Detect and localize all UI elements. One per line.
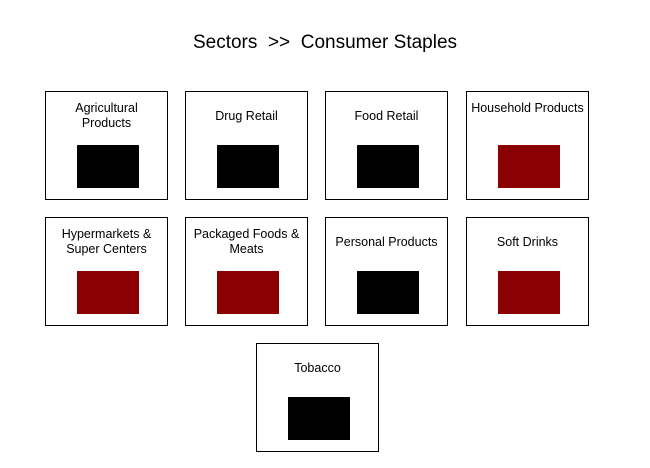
industry-card-label: Drug Retail bbox=[215, 109, 278, 123]
industry-card-hypermarkets-super-centers[interactable]: Hypermarkets & Super Centers bbox=[45, 217, 168, 326]
industry-card-packaged-foods-meats[interactable]: Packaged Foods & Meats bbox=[185, 217, 308, 326]
industry-status-swatch bbox=[288, 397, 350, 440]
industry-status-swatch bbox=[498, 271, 560, 314]
industry-card-household-products[interactable]: Household Products bbox=[466, 91, 589, 200]
industry-card-tobacco[interactable]: Tobacco bbox=[256, 343, 379, 452]
industry-card-label: Household Products bbox=[471, 101, 584, 115]
breadcrumb-current: Consumer Staples bbox=[300, 32, 458, 53]
industry-status-swatch bbox=[357, 145, 419, 188]
industry-status-swatch bbox=[217, 145, 279, 188]
industry-status-swatch bbox=[217, 271, 279, 314]
industry-status-swatch bbox=[498, 145, 560, 188]
industry-card-label: Hypermarkets & Super Centers bbox=[61, 227, 152, 256]
industry-status-swatch bbox=[357, 271, 419, 314]
industry-status-swatch bbox=[77, 271, 139, 314]
breadcrumb-separator: >> bbox=[267, 32, 291, 53]
industry-card-label: Packaged Foods & Meats bbox=[193, 227, 300, 256]
industry-card-soft-drinks[interactable]: Soft Drinks bbox=[466, 217, 589, 326]
industry-card-personal-products[interactable]: Personal Products bbox=[325, 217, 448, 326]
industry-card-label: Food Retail bbox=[354, 109, 419, 123]
industry-card-food-retail[interactable]: Food Retail bbox=[325, 91, 448, 200]
industry-card-label: Agricultural Products bbox=[75, 101, 138, 130]
industry-card-label: Soft Drinks bbox=[496, 235, 559, 249]
industry-card-label: Personal Products bbox=[335, 235, 438, 249]
industry-card-label: Tobacco bbox=[294, 361, 341, 375]
industry-status-swatch bbox=[77, 145, 139, 188]
breadcrumb: Sectors >> Consumer Staples bbox=[0, 31, 650, 55]
industry-card-agricultural-products[interactable]: Agricultural Products bbox=[45, 91, 168, 200]
breadcrumb-root[interactable]: Sectors bbox=[192, 32, 258, 53]
industry-card-drug-retail[interactable]: Drug Retail bbox=[185, 91, 308, 200]
